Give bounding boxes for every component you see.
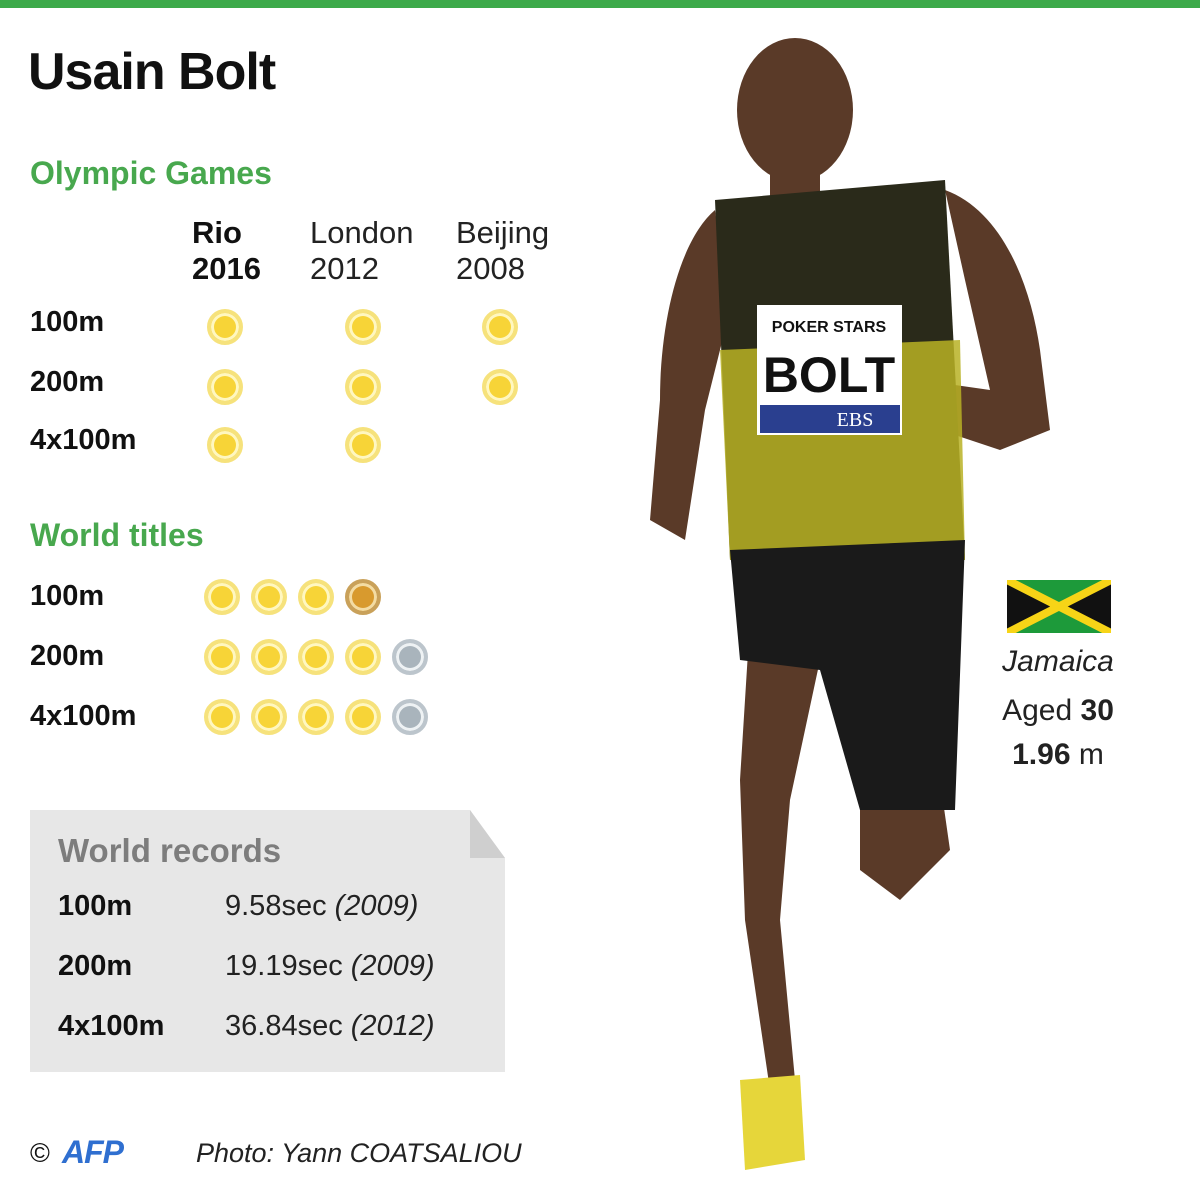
column-line: 2008 <box>456 251 525 286</box>
top-accent-bar <box>0 0 1200 8</box>
gold-medal-icon <box>251 639 287 675</box>
column-london-2012: London 2012 <box>310 215 413 287</box>
silver-medal-icon <box>392 639 428 675</box>
event-label: 200m <box>30 366 105 398</box>
gold-medal-icon <box>345 427 381 463</box>
gold-medal-icon <box>482 309 518 345</box>
gold-medal-icon <box>298 639 334 675</box>
bib-sponsor: POKER STARS <box>772 319 887 336</box>
event-label: 100m <box>30 580 105 612</box>
copyright-symbol: © <box>30 1138 50 1168</box>
gold-medal-icon <box>204 639 240 675</box>
record-time: 19.19sec <box>225 950 343 982</box>
athlete-photo: POKER STARS BOLT EBS <box>650 38 1050 1170</box>
world-records-box <box>30 810 505 1072</box>
gold-medal-icon <box>204 699 240 735</box>
gold-medal-icon <box>345 699 381 735</box>
column-beijing-2008: Beijing 2008 <box>456 215 549 287</box>
bronze-medal-icon <box>345 579 381 615</box>
record-event: 200m <box>58 950 133 982</box>
event-label: 4x100m <box>30 700 137 732</box>
gold-medal-icon <box>251 579 287 615</box>
record-year: (2009) <box>334 890 419 922</box>
gold-medal-icon <box>345 309 381 345</box>
record-time: 36.84sec <box>225 1010 343 1042</box>
column-line: London <box>310 215 414 250</box>
olympic-heading: Olympic Games <box>30 155 272 191</box>
gold-medal-icon <box>345 369 381 405</box>
height-value: 1.96 <box>1012 738 1071 771</box>
silver-medal-icon <box>392 699 428 735</box>
record-event: 4x100m <box>58 1010 165 1042</box>
record-year: (2009) <box>350 950 435 982</box>
afp-logo: AFP <box>62 1134 124 1170</box>
gold-medal-icon <box>207 309 243 345</box>
event-label: 200m <box>30 640 105 672</box>
record-value: 9.58sec (2009) <box>225 890 418 923</box>
gold-medal-icon <box>298 699 334 735</box>
folded-corner <box>470 810 505 858</box>
bib-name: BOLT <box>763 347 895 403</box>
jamaica-flag <box>1007 580 1111 633</box>
gold-medal-icon <box>482 369 518 405</box>
country: Jamaica <box>1002 645 1114 678</box>
gold-medal-icon <box>298 579 334 615</box>
age: Aged 30 <box>985 694 1131 728</box>
record-value: 36.84sec (2012) <box>225 1010 435 1043</box>
record-year: (2012) <box>350 1010 435 1042</box>
column-line: 2012 <box>310 251 379 286</box>
column-line: 2016 <box>192 251 261 286</box>
height-unit: m <box>1078 738 1104 771</box>
world-titles-heading: World titles <box>30 517 204 553</box>
height: 1.96 m <box>985 738 1131 772</box>
age-label: Aged <box>1002 694 1073 727</box>
column-line: Beijing <box>456 215 550 250</box>
gold-medal-icon <box>204 579 240 615</box>
photo-credit: Photo: Yann COATSALIOU <box>196 1138 522 1168</box>
column-rio-2016: Rio 2016 <box>192 215 261 287</box>
record-time: 9.58sec <box>225 890 327 922</box>
page-title: Usain Bolt <box>28 43 276 101</box>
gold-medal-icon <box>207 427 243 463</box>
event-label: 100m <box>30 306 105 338</box>
column-line: Rio <box>192 215 242 250</box>
record-event: 100m <box>58 890 133 922</box>
gold-medal-icon <box>251 699 287 735</box>
world-records-heading: World records <box>58 832 282 869</box>
age-value: 30 <box>1080 694 1114 727</box>
gold-medal-icon <box>207 369 243 405</box>
gold-medal-icon <box>345 639 381 675</box>
bib-sponsor2: EBS <box>837 409 874 431</box>
record-value: 19.19sec (2009) <box>225 950 435 983</box>
event-label: 4x100m <box>30 424 137 456</box>
